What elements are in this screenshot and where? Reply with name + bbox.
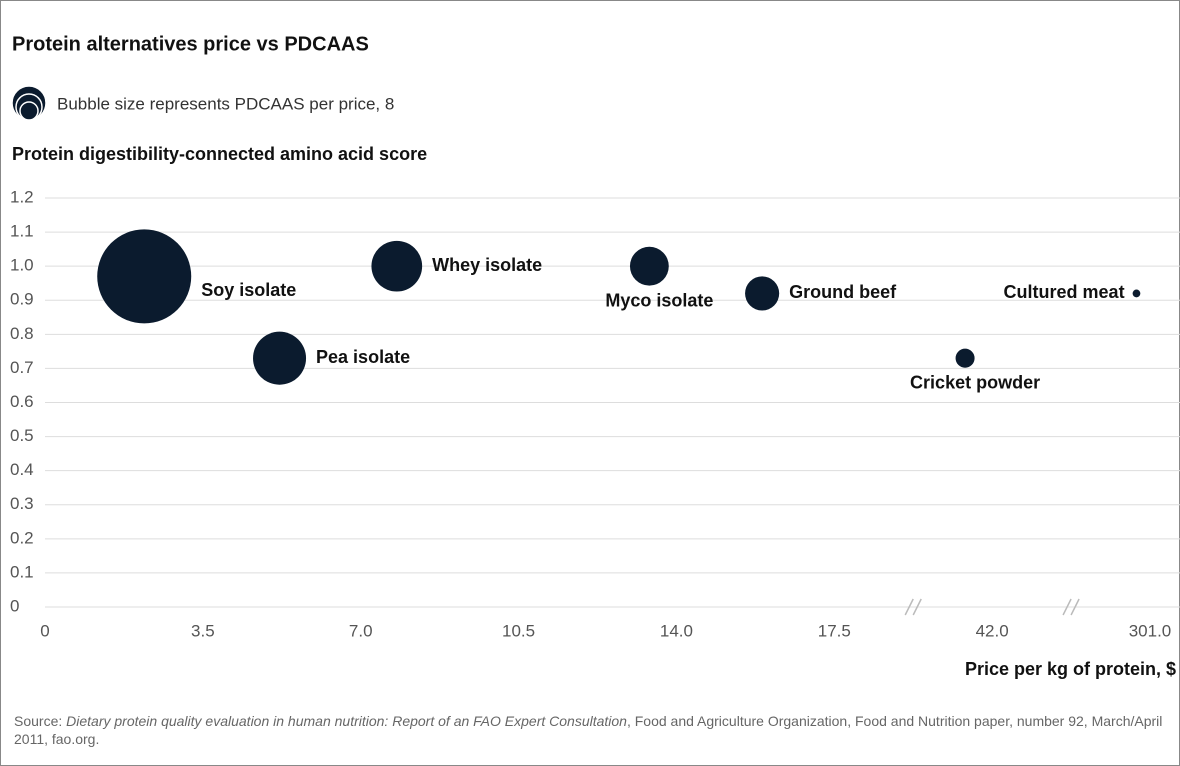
source-part: , Food and Agriculture Organization, Foo… xyxy=(14,713,1163,747)
axis-break xyxy=(904,598,914,616)
bubble xyxy=(745,276,780,311)
bubble xyxy=(629,246,669,286)
x-tick-label: 0 xyxy=(40,621,49,640)
axis-break xyxy=(1062,598,1072,616)
legend-text: Bubble size represents PDCAAS per price,… xyxy=(57,94,394,113)
source-part: Source: xyxy=(14,713,67,729)
chart-title: Protein alternatives price vs PDCAAS xyxy=(12,33,369,55)
y-tick-label: 0.2 xyxy=(10,528,34,547)
legend-icon xyxy=(11,85,47,121)
bubble-label: Whey isolate xyxy=(432,255,542,275)
y-tick-label: 0.1 xyxy=(10,562,34,581)
y-tick-label: 0.5 xyxy=(10,426,34,445)
bubble-label: Soy isolate xyxy=(201,280,296,300)
bubble-label: Ground beef xyxy=(789,282,897,302)
bubble-label: Cricket powder xyxy=(910,372,1040,392)
bubble-label: Cultured meat xyxy=(1004,282,1125,302)
x-axis-title: Price per kg of protein, $ xyxy=(965,659,1176,679)
y-tick-label: 0.3 xyxy=(10,494,34,513)
y-tick-label: 0.8 xyxy=(10,324,34,343)
bubble xyxy=(955,348,975,368)
x-tick-label: 42.0 xyxy=(976,621,1009,640)
bubble xyxy=(371,240,423,292)
x-tick-label: 3.5 xyxy=(191,621,215,640)
y-tick-label: 1.0 xyxy=(10,256,34,275)
y-tick-label: 0.9 xyxy=(10,290,34,309)
y-tick-label: 0.7 xyxy=(10,358,34,377)
axis-break xyxy=(912,598,922,616)
y-axis-title: Protein digestibility-connected amino ac… xyxy=(12,144,427,164)
x-tick-label: 7.0 xyxy=(349,621,373,640)
x-tick-label: 17.5 xyxy=(818,621,851,640)
source: Source: Dietary protein quality evaluati… xyxy=(14,712,1164,748)
source-part: Dietary protein quality evaluation in hu… xyxy=(66,713,627,729)
y-tick-label: 0.6 xyxy=(10,392,34,411)
y-tick-label: 1.2 xyxy=(10,187,34,206)
x-tick-label: 14.0 xyxy=(660,621,693,640)
y-tick-label: 0 xyxy=(10,596,19,615)
y-tick-label: 0.4 xyxy=(10,460,34,479)
y-tick-label: 1.1 xyxy=(10,222,34,241)
bubble xyxy=(1132,289,1141,298)
axis-break xyxy=(1070,598,1080,616)
bubble xyxy=(97,229,192,324)
bubble-label: Myco isolate xyxy=(605,290,713,310)
bubble-label: Pea isolate xyxy=(316,347,410,367)
bubble xyxy=(253,331,307,385)
x-tick-label: 301.0 xyxy=(1129,621,1172,640)
x-tick-label: 10.5 xyxy=(502,621,535,640)
